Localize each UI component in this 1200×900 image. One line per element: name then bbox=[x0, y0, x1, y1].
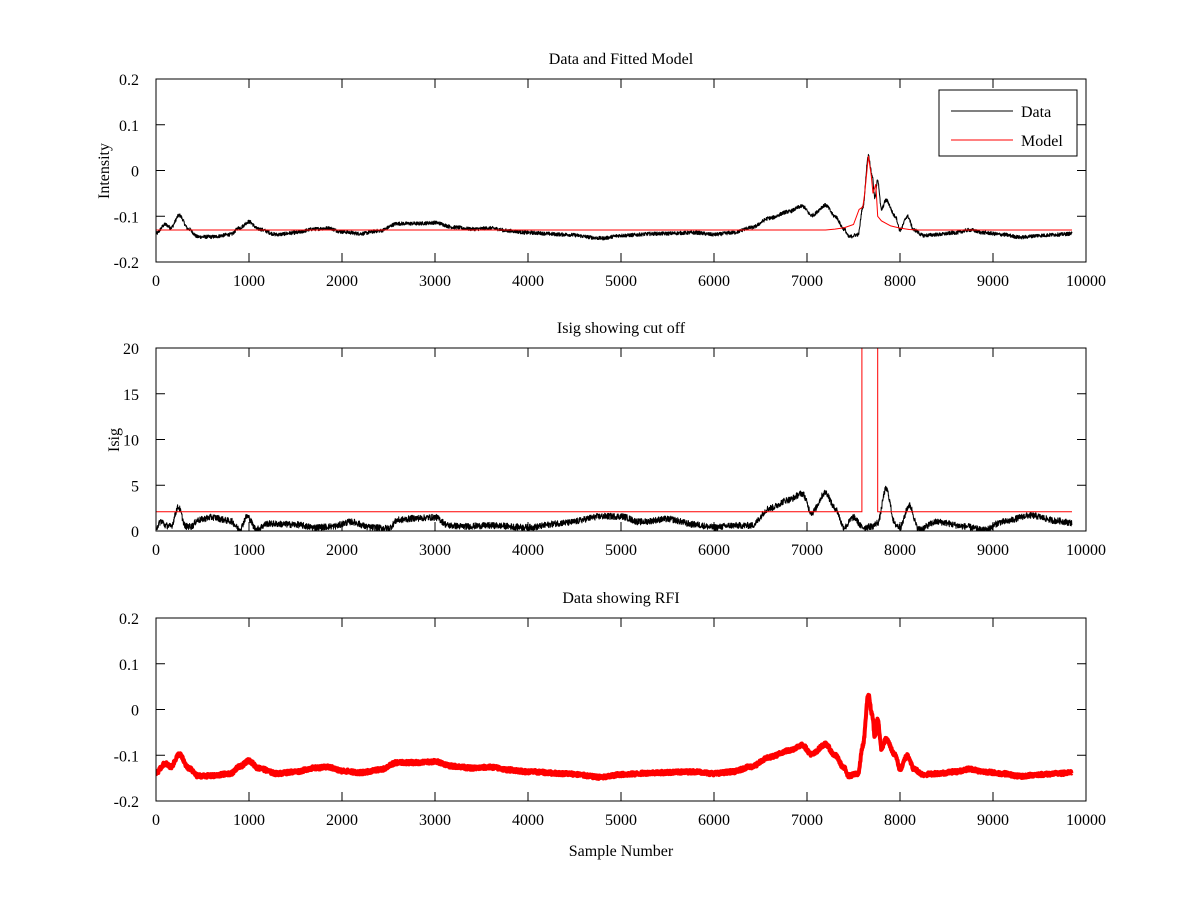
x-tick-label: 2000 bbox=[326, 273, 358, 290]
panel-data-rfi: Data showing RFI 0 1000 2000 3000 4000 5000 60… bbox=[114, 590, 1106, 860]
y-tick-label: 15 bbox=[123, 387, 139, 404]
series-line bbox=[156, 348, 1072, 513]
y-tick-label: 10 bbox=[123, 433, 139, 450]
panel-data-and-model: Data and Fitted Model Intensity 0 1000 200… bbox=[96, 51, 1106, 290]
x-tick-label: 3000 bbox=[419, 812, 451, 829]
x-tick-label: 0 bbox=[152, 812, 160, 829]
y-tick-label: 0.1 bbox=[119, 118, 139, 135]
y-tick-label: 0 bbox=[131, 164, 139, 181]
y-tick-label: -0.2 bbox=[114, 255, 139, 272]
y-axis-label: Isig bbox=[106, 428, 123, 452]
x-tick-label: 2000 bbox=[326, 542, 358, 559]
x-tick-label: 5000 bbox=[605, 542, 637, 559]
y-tick-label: 5 bbox=[131, 478, 139, 495]
y-tick-label: 0 bbox=[131, 703, 139, 720]
chart-title: Data showing RFI bbox=[562, 590, 679, 607]
x-tick-label: 1000 bbox=[233, 812, 265, 829]
x-tick-label: 9000 bbox=[977, 812, 1009, 829]
axes-layer: 0 1000 2000 3000 4000 5000 6000 7000 8000 9000 100… bbox=[114, 72, 1106, 290]
x-tick-label: 6000 bbox=[698, 812, 730, 829]
series-layer bbox=[156, 153, 1073, 241]
y-tick-label: -0.2 bbox=[114, 794, 139, 811]
axes-layer: 0 1000 2000 3000 4000 5000 6000 7000 8000 9000 100… bbox=[114, 611, 1106, 829]
x-tick-label: 1000 bbox=[233, 542, 265, 559]
y-tick-label: 0.2 bbox=[119, 72, 139, 89]
legend-box bbox=[938, 89, 1078, 157]
y-tick-label: -0.1 bbox=[114, 748, 139, 765]
y-tick-label: 0.2 bbox=[119, 611, 139, 628]
series-layer bbox=[156, 348, 1073, 531]
legend-label-model: Model bbox=[1021, 133, 1063, 150]
x-tick-label: 5000 bbox=[605, 273, 637, 290]
series-model bbox=[156, 155, 1072, 231]
y-tick-label: 20 bbox=[123, 341, 139, 358]
series-markers bbox=[156, 692, 1074, 781]
x-tick-label: 3000 bbox=[419, 542, 451, 559]
y-tick-label: 0 bbox=[131, 524, 139, 541]
x-tick-label: 6000 bbox=[698, 542, 730, 559]
legend: Data Model bbox=[938, 89, 1078, 157]
x-tick-label: 5000 bbox=[605, 812, 637, 829]
x-tick-label: 8000 bbox=[884, 273, 916, 290]
x-axis-label: Sample Number bbox=[569, 843, 674, 860]
x-tick-label: 0 bbox=[152, 542, 160, 559]
y-axis-label: Intensity bbox=[96, 143, 113, 199]
x-tick-label: 7000 bbox=[791, 273, 823, 290]
series-cutoff bbox=[156, 348, 1072, 513]
x-tick-label: 10000 bbox=[1066, 542, 1106, 559]
series-line bbox=[156, 155, 1072, 231]
x-tick-label: 4000 bbox=[512, 542, 544, 559]
x-tick-label: 3000 bbox=[419, 273, 451, 290]
panel-isig-cutoff: Isig showing cut off Isig 0 1000 2000 3000 4… bbox=[106, 320, 1106, 559]
x-tick-label: 9000 bbox=[977, 273, 1009, 290]
axes-layer: 0 1000 2000 3000 4000 5000 6000 7000 8000 9000 100… bbox=[123, 341, 1106, 559]
chart-title: Isig showing cut off bbox=[557, 320, 686, 337]
x-tick-label: 0 bbox=[152, 273, 160, 290]
x-tick-label: 10000 bbox=[1066, 812, 1106, 829]
series-layer bbox=[156, 692, 1074, 781]
legend-label-data: Data bbox=[1021, 104, 1051, 121]
series-isig bbox=[156, 485, 1073, 531]
x-tick-label: 8000 bbox=[884, 542, 916, 559]
y-tick-label: -0.1 bbox=[114, 209, 139, 226]
series-line bbox=[156, 485, 1073, 531]
x-tick-label: 4000 bbox=[512, 273, 544, 290]
x-tick-label: 2000 bbox=[326, 812, 358, 829]
y-tick-label: 0.1 bbox=[119, 657, 139, 674]
x-tick-label: 8000 bbox=[884, 812, 916, 829]
x-tick-label: 6000 bbox=[698, 273, 730, 290]
x-tick-label: 9000 bbox=[977, 542, 1009, 559]
chart-title: Data and Fitted Model bbox=[549, 51, 694, 68]
x-tick-label: 4000 bbox=[512, 812, 544, 829]
x-tick-label: 1000 bbox=[233, 273, 265, 290]
x-tick-label: 7000 bbox=[791, 812, 823, 829]
series-data bbox=[156, 692, 1074, 781]
x-tick-label: 10000 bbox=[1066, 273, 1106, 290]
x-tick-label: 7000 bbox=[791, 542, 823, 559]
